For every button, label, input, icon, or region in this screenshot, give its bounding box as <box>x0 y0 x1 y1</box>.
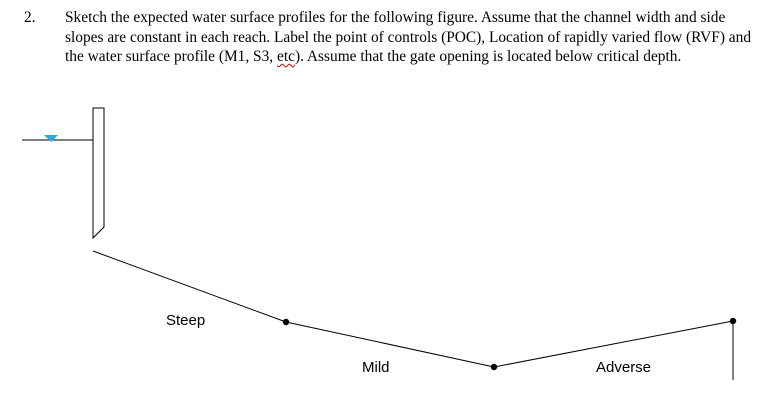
adverse-reach-bed <box>493 320 734 368</box>
mild-adverse-break-point <box>490 363 498 371</box>
question-text-part-1: Sketch the expected water surface profil… <box>65 9 752 65</box>
question-text: 2. Sketch the expected water surface pro… <box>24 8 752 67</box>
question-body: Sketch the expected water surface profil… <box>65 8 752 67</box>
channel-end-point <box>729 317 737 325</box>
sluice-gate <box>92 107 105 240</box>
water-level-marker-icon <box>44 135 58 142</box>
steep-mild-break-point <box>282 318 290 326</box>
reach-label-steep: Steep <box>166 312 205 329</box>
reach-label-mild: Mild <box>362 359 390 376</box>
spellcheck-marked-word: etc <box>276 48 295 65</box>
reach-label-adverse: Adverse <box>596 359 651 376</box>
question-number: 2. <box>24 9 36 26</box>
mild-reach-bed <box>285 321 495 368</box>
question-text-part-2: ). Assume that the gate opening is locat… <box>294 48 682 65</box>
steep-reach-bed <box>92 250 287 323</box>
